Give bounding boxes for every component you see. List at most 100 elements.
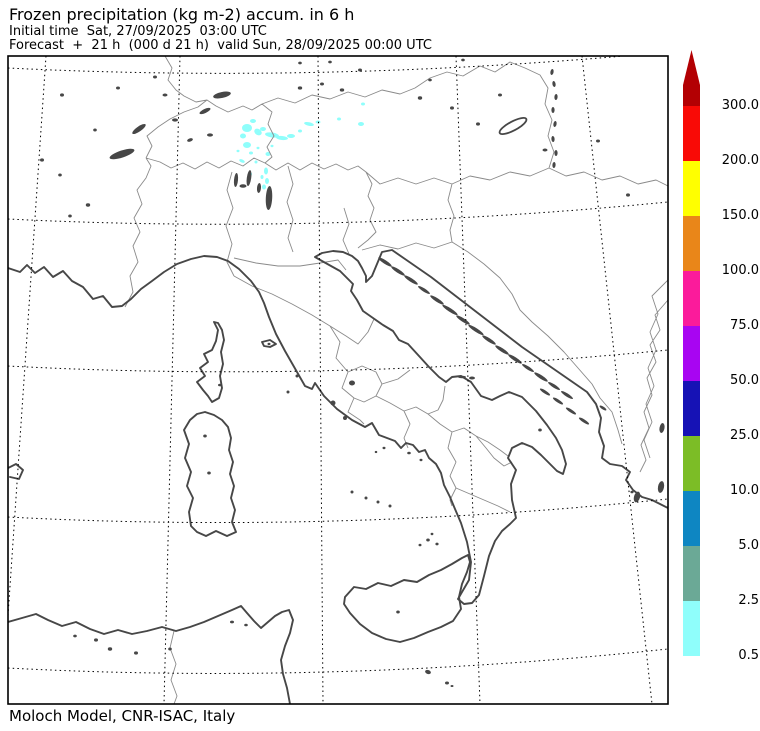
lake-or-island-patch xyxy=(626,193,630,197)
lake-or-island-patch xyxy=(633,491,641,503)
lake-or-island-patch xyxy=(168,647,172,651)
colorbar-level-label: 5.0 xyxy=(738,538,759,553)
lake-or-island-patch xyxy=(388,504,392,508)
lake-or-island-patch xyxy=(256,183,262,193)
forecast-valid-line: Forecast + 21 h (000 d 21 h) valid Sun, … xyxy=(9,38,432,53)
lake-or-island-patch xyxy=(599,405,607,411)
lake-or-island-patch xyxy=(40,158,44,162)
precipitation-patch xyxy=(254,160,258,164)
lake-or-island-patch xyxy=(498,93,502,97)
parallel-lines xyxy=(8,56,668,674)
lake-or-island-patch xyxy=(203,434,207,438)
lake-or-island-patch xyxy=(94,638,98,642)
colorbar-level-label: 25.0 xyxy=(730,428,759,443)
lake-or-island-patch xyxy=(548,381,560,391)
colorbar-level-label: 200.0 xyxy=(721,153,759,168)
lake-or-island-patch xyxy=(68,214,72,218)
lake-or-island-patch xyxy=(339,88,345,92)
precipitation-patch xyxy=(265,132,279,138)
colorbar: 300.0 200.0 150.0 100.0 75.0 50.0 25.0 10.0 5.0 2… xyxy=(683,50,760,675)
lake-or-island-patch xyxy=(298,61,302,65)
lake-or-island-patch xyxy=(552,162,556,168)
lake-or-island-patch xyxy=(461,58,465,62)
lake-or-island-patch xyxy=(419,458,423,462)
balearic-coast xyxy=(8,463,24,480)
lake-or-island-patch xyxy=(561,390,573,400)
coastline-layer xyxy=(8,249,668,704)
colorbar-overflow-arrow xyxy=(683,50,700,106)
lake-or-island-patch xyxy=(134,651,138,655)
lake-or-island-patch xyxy=(551,107,555,113)
lakes-islands-layer xyxy=(40,58,665,687)
lake-or-island-patch xyxy=(330,400,336,406)
lake-or-island-patch xyxy=(60,93,64,97)
lake-or-island-patch xyxy=(358,68,362,72)
lake-or-island-patch xyxy=(539,388,551,396)
lake-or-island-patch xyxy=(659,423,665,433)
precipitation-patch xyxy=(254,128,262,136)
lake-or-island-patch xyxy=(320,82,324,86)
precipitation-patch xyxy=(315,120,321,124)
precipitation-patch xyxy=(337,117,341,121)
lake-or-island-patch xyxy=(93,128,97,132)
lake-or-island-patch xyxy=(199,107,211,115)
colorbar-segment xyxy=(683,601,700,656)
lake-or-island-patch xyxy=(328,60,332,64)
lake-or-island-patch xyxy=(538,428,542,432)
overflow-arrow-shape xyxy=(683,50,700,106)
colorbar-segment xyxy=(683,271,700,326)
sicily-coast xyxy=(343,554,471,643)
map-frame xyxy=(7,55,669,705)
precipitation-patch xyxy=(265,152,271,156)
lake-or-island-patch xyxy=(542,148,548,152)
colorbar-level-label: 2.5 xyxy=(738,593,759,608)
colorbar-segment xyxy=(683,326,700,381)
precipitation-patch xyxy=(260,175,264,179)
lake-or-island-patch xyxy=(58,173,62,177)
lake-or-island-patch xyxy=(578,417,590,425)
lake-or-island-patch xyxy=(428,78,432,82)
colorbar-segment xyxy=(683,436,700,491)
lake-or-island-patch xyxy=(551,136,555,142)
lake-or-island-patch xyxy=(350,490,354,494)
precipitation-layer xyxy=(236,102,365,193)
lake-or-island-patch xyxy=(107,647,113,651)
lake-or-island-patch xyxy=(162,93,168,97)
precipitation-patch xyxy=(298,129,302,133)
lake-or-island-patch xyxy=(295,374,299,378)
lake-or-island-patch xyxy=(382,446,386,450)
lake-or-island-patch xyxy=(418,543,422,547)
precipitation-patch xyxy=(236,149,240,153)
precipitation-patch xyxy=(250,119,256,123)
precipitation-patch xyxy=(240,133,246,139)
colorbar-level-label: 75.0 xyxy=(730,318,759,333)
lake-or-island-patch xyxy=(73,634,77,638)
lake-or-island-patch xyxy=(391,266,405,276)
lake-or-island-patch xyxy=(476,122,480,126)
precipitation-patch xyxy=(249,151,253,155)
colorbar-segments xyxy=(683,106,700,656)
lake-or-island-patch xyxy=(565,407,577,415)
mainland-coast xyxy=(8,249,668,605)
lake-or-island-patch xyxy=(343,416,347,420)
lake-or-island-patch xyxy=(450,106,454,110)
lake-or-island-patch xyxy=(445,681,449,685)
lake-or-island-patch xyxy=(430,532,434,536)
lake-or-island-patch xyxy=(522,363,534,373)
precipitation-patch xyxy=(262,184,266,190)
sardinia-coast xyxy=(183,411,237,537)
lake-or-island-patch xyxy=(508,354,522,364)
precipitation-patch xyxy=(264,167,268,175)
lake-or-island-patch xyxy=(482,335,496,345)
precipitation-patch xyxy=(304,121,314,127)
lake-or-island-patch xyxy=(534,372,548,382)
colorbar-segment xyxy=(683,106,700,161)
lake-or-island-patch xyxy=(469,376,475,380)
precipitation-patch xyxy=(287,134,295,138)
precipitation-patch xyxy=(242,124,252,132)
lake-or-island-patch xyxy=(407,451,411,455)
lake-or-island-patch xyxy=(657,481,665,493)
colorbar-segment xyxy=(683,161,700,216)
africa-coast xyxy=(8,605,294,704)
